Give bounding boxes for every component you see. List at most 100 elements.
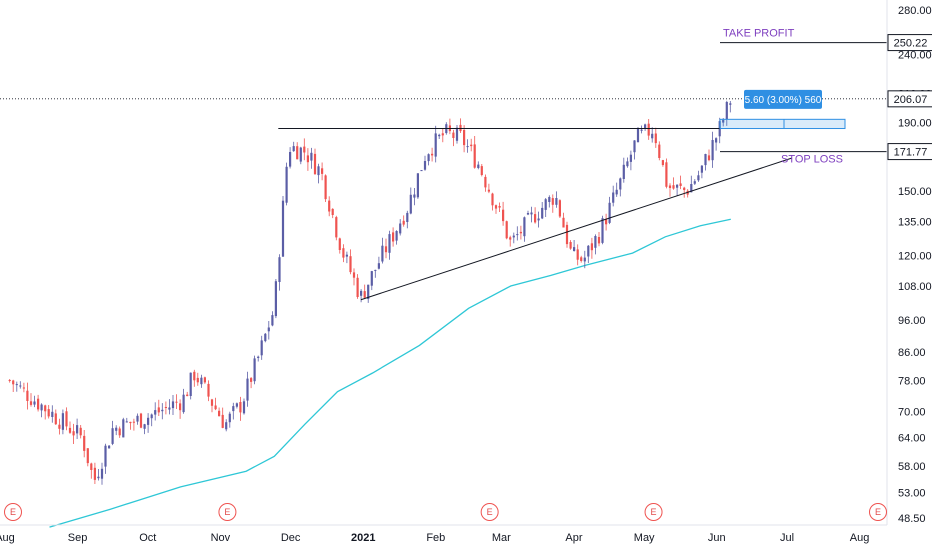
candle-body [541,207,544,219]
candle-body [335,217,338,238]
candle-body [250,378,253,382]
last-price-label: 206.07 [887,90,932,108]
candle-body [647,123,650,136]
last-price-label-text: 206.07 [894,94,928,106]
candle-body [413,194,416,198]
candle-body [715,138,718,143]
candle-body [711,140,714,161]
candle-body [296,146,299,160]
earnings-letter: E [487,507,493,517]
candle-body [523,217,526,237]
candle-body [605,219,608,225]
candle-body [58,424,61,429]
candle-body [487,189,490,192]
time-tick-label: May [634,532,655,544]
earnings-letter: E [651,507,657,517]
candle-body [672,185,675,189]
candle-body [555,198,558,205]
candle-body [480,166,483,175]
candle-body [253,358,256,382]
candle-body [150,414,153,419]
candle-body [328,200,331,212]
time-tick-label: Mar [492,532,511,544]
candle-body [47,409,50,417]
candle-body [111,428,114,444]
candle-body [136,415,139,422]
candle-body [40,404,43,411]
candle-body [179,403,182,411]
earnings-letter: E [10,507,16,517]
candle-body [214,405,217,410]
candle-body [395,231,398,241]
support-trendline[interactable] [360,157,793,301]
candle-body [438,134,441,137]
candle-body [537,218,540,221]
position-info-badge[interactable]: 5.60 (3.00%) 560 [744,89,822,109]
candle-body [562,217,565,228]
candle-body [608,202,611,223]
price-tick-label: 86.00 [898,347,926,359]
candle-body [697,175,700,181]
candle-body [498,206,501,208]
candle-body [406,212,409,222]
candle-body [551,198,554,205]
candle-body [285,166,288,203]
position-range-box[interactable] [719,118,846,130]
candle-body [83,435,86,451]
candle-body [704,154,707,166]
candle-body [218,410,221,417]
candle-body [100,468,104,479]
stop-loss-price-label-box [887,143,932,161]
earnings-marker[interactable]: E [644,503,663,521]
candle-body [51,411,54,417]
candle-body [619,178,622,190]
candle-body [147,417,150,425]
candle-body [264,333,267,342]
candle-body [19,385,22,387]
candle-body [239,402,242,413]
take-profit-price-label-text: 250.22 [894,38,928,50]
candle-body [274,281,277,317]
candle-body [143,424,146,429]
earnings-circle [644,503,663,521]
candle-body [132,421,135,423]
time-axis[interactable]: Aug Sep Oct Nov Dec 2021 Feb Mar Apr May Jun Jul Aug… [0,503,887,545]
candle-body [207,383,210,397]
candle-body [26,390,29,401]
stop-loss-price-label: 171.77 [887,143,932,161]
candle-body [427,154,430,162]
earnings-marker[interactable]: E [869,503,887,521]
earnings-marker[interactable]: E [480,503,499,521]
price-tick-label: 70.00 [898,407,926,419]
price-axis[interactable]: 280.00240.00210.00190.00150.00135.00120.… [886,0,932,525]
candle-body [37,398,40,410]
candle-body [367,284,370,299]
earnings-marker[interactable]: E [218,503,237,521]
take-profit-label: TAKE PROFIT [723,28,795,40]
earnings-marker[interactable]: E [4,503,22,521]
candle-body [267,327,270,332]
candle-body [583,257,586,262]
stop-loss-price-label-text: 171.77 [894,147,928,159]
earnings-letter: E [875,507,881,517]
candle-body [700,165,703,173]
candle-body [722,119,725,123]
candle-body [86,448,89,464]
candle-body [441,133,444,136]
candle-body [455,127,459,141]
candle-body [530,212,533,215]
candle-body [494,205,498,209]
candle-body [203,377,206,383]
moving-average-layer [49,218,731,528]
candle-body [658,144,661,158]
candle-body [725,102,728,120]
candle-body [93,467,96,480]
candle-body [345,254,348,257]
candle-body [399,223,402,234]
candle-body [90,463,93,470]
time-tick-label: Sep [68,532,88,544]
candle-body [388,234,391,253]
candle-body [423,161,427,170]
candle-body [196,377,199,383]
